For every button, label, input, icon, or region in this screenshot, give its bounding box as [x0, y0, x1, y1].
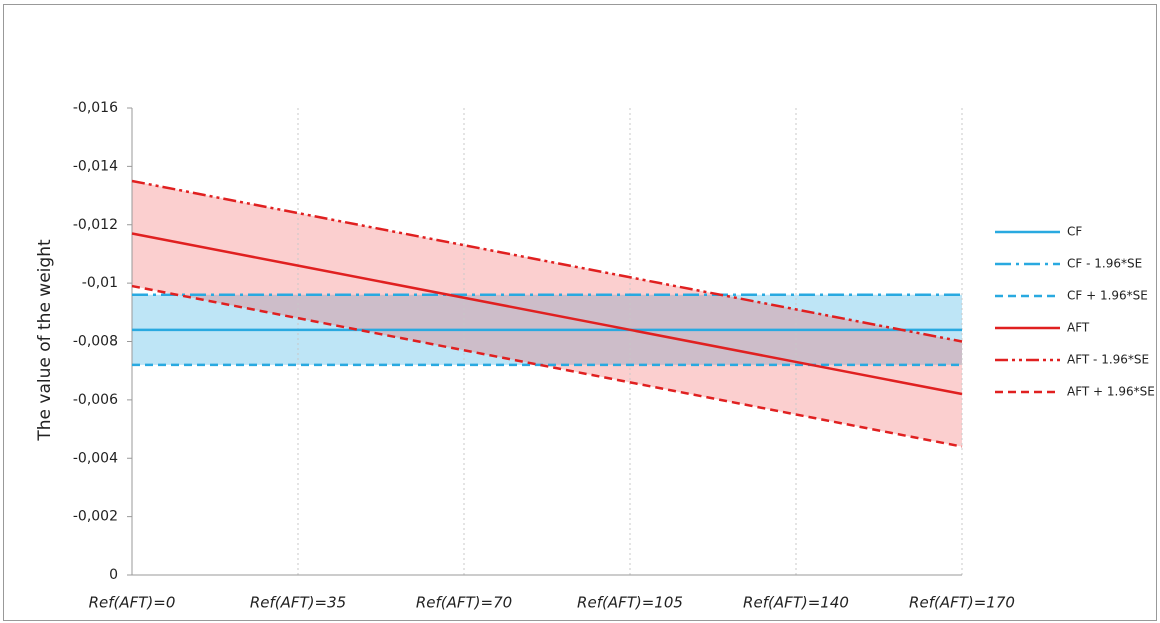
legend-label: CF — [1067, 225, 1082, 239]
x-tick-label: Ref(AFT)=105 — [577, 594, 683, 612]
y-tick-label: -0,008 — [73, 334, 118, 350]
y-tick-label: -0,006 — [73, 392, 118, 408]
series-line — [131, 284, 963, 448]
legend-label: AFT - 1.96*SE — [1067, 353, 1149, 367]
x-tick-label: Ref(AFT)=70 — [416, 594, 512, 612]
legend-label: AFT — [1067, 321, 1090, 335]
legend-label: CF + 1.96*SE — [1067, 289, 1148, 303]
y-tick-label: -0,002 — [73, 509, 118, 525]
x-tick-label: Ref(AFT)=170 — [909, 594, 1015, 612]
y-tick-label: -0,012 — [73, 217, 118, 233]
frame — [3, 4, 1157, 621]
series-line — [131, 232, 963, 396]
y-tick-label: -0,014 — [73, 158, 118, 174]
legend-label: AFT + 1.96*SE — [1067, 385, 1155, 399]
y-tick-label: -0,01 — [82, 275, 118, 291]
y-tick-label: 0 — [109, 567, 118, 583]
x-tick-label: Ref(AFT)=140 — [743, 594, 849, 612]
x-tick-label: Ref(AFT)=35 — [250, 594, 346, 612]
series-line — [131, 179, 963, 343]
legend-label: CF - 1.96*SE — [1067, 257, 1142, 271]
y-tick-label: -0,004 — [73, 450, 118, 466]
x-tick-label: Ref(AFT)=0 — [89, 594, 176, 612]
y-axis-label: The value of the weight — [35, 239, 55, 442]
y-tick-label: -0,016 — [73, 100, 118, 116]
